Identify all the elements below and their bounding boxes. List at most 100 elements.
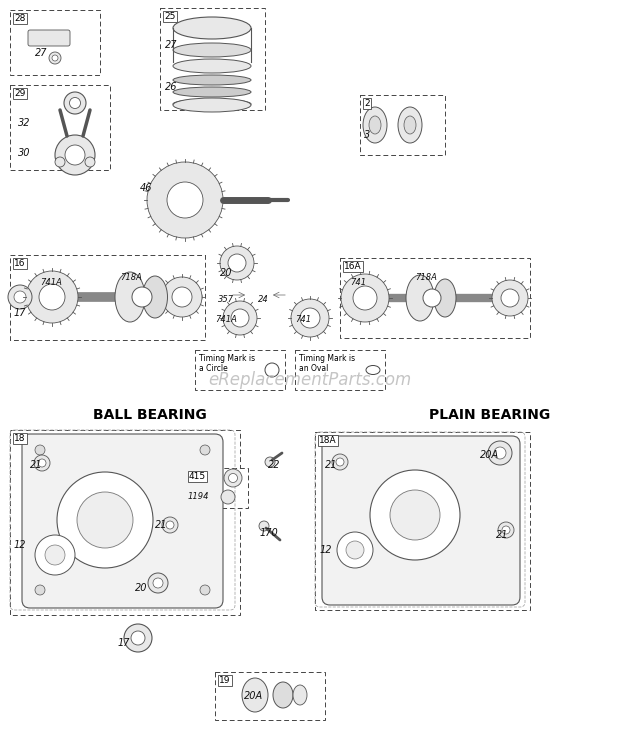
Bar: [315, 432, 530, 610]
Ellipse shape: [173, 98, 251, 112]
Circle shape: [221, 490, 235, 504]
Ellipse shape: [293, 685, 307, 705]
Circle shape: [26, 271, 78, 323]
Ellipse shape: [404, 116, 416, 134]
Circle shape: [64, 92, 86, 114]
Text: 2: 2: [364, 99, 370, 108]
Circle shape: [35, 445, 45, 455]
Circle shape: [346, 541, 364, 559]
Text: 27: 27: [165, 40, 177, 50]
Circle shape: [300, 308, 320, 328]
Bar: [195, 350, 285, 390]
FancyBboxPatch shape: [22, 434, 223, 608]
FancyBboxPatch shape: [322, 436, 520, 605]
Circle shape: [132, 287, 152, 307]
Text: PLAIN BEARING: PLAIN BEARING: [430, 408, 551, 422]
Text: 20: 20: [220, 268, 232, 278]
Circle shape: [55, 135, 95, 175]
Circle shape: [259, 521, 269, 531]
Ellipse shape: [173, 43, 251, 57]
Text: eReplacementParts.com: eReplacementParts.com: [208, 371, 412, 389]
Text: 19: 19: [219, 676, 231, 685]
Circle shape: [49, 52, 61, 64]
Text: 12: 12: [14, 540, 27, 550]
Circle shape: [131, 631, 145, 645]
Ellipse shape: [173, 75, 251, 85]
Circle shape: [390, 490, 440, 540]
Text: 415: 415: [189, 472, 206, 481]
Text: 3: 3: [364, 130, 370, 140]
Text: 46: 46: [140, 183, 153, 193]
Circle shape: [34, 455, 50, 471]
Text: 27: 27: [35, 48, 48, 58]
Circle shape: [501, 289, 519, 307]
Circle shape: [492, 280, 528, 316]
Text: 22: 22: [268, 460, 280, 470]
Bar: [160, 8, 265, 110]
Text: 18A: 18A: [319, 436, 337, 445]
Circle shape: [423, 289, 441, 307]
Circle shape: [148, 573, 168, 593]
Circle shape: [200, 585, 210, 595]
Circle shape: [38, 459, 46, 467]
Circle shape: [341, 274, 389, 322]
Circle shape: [502, 526, 510, 534]
Text: 170: 170: [260, 528, 279, 538]
Circle shape: [498, 522, 514, 538]
Circle shape: [353, 286, 377, 310]
Text: 24: 24: [258, 295, 268, 304]
Text: 12: 12: [320, 545, 332, 555]
Ellipse shape: [273, 682, 293, 708]
Bar: [185, 468, 248, 508]
Circle shape: [265, 457, 275, 467]
Circle shape: [52, 55, 58, 61]
Ellipse shape: [173, 17, 251, 39]
Bar: [10, 255, 205, 340]
Circle shape: [85, 157, 95, 167]
Bar: [10, 430, 240, 615]
Circle shape: [291, 299, 329, 337]
Circle shape: [162, 277, 202, 317]
Ellipse shape: [369, 116, 381, 134]
Text: 17: 17: [118, 638, 130, 648]
Circle shape: [65, 145, 85, 165]
Bar: [10, 85, 110, 170]
Text: 741A: 741A: [40, 278, 62, 287]
Ellipse shape: [398, 107, 422, 143]
FancyBboxPatch shape: [28, 30, 70, 46]
Text: 16: 16: [14, 259, 25, 268]
Text: 741A: 741A: [215, 315, 237, 324]
Text: BALL BEARING: BALL BEARING: [93, 408, 207, 422]
Circle shape: [35, 585, 45, 595]
Bar: [295, 350, 385, 390]
Circle shape: [166, 521, 174, 529]
Circle shape: [172, 287, 192, 307]
Circle shape: [337, 532, 373, 568]
Circle shape: [223, 301, 257, 335]
Ellipse shape: [115, 272, 145, 322]
Text: Timing Mark is
a Circle: Timing Mark is a Circle: [199, 354, 255, 373]
Circle shape: [167, 182, 203, 218]
Ellipse shape: [143, 276, 167, 318]
Text: 21: 21: [496, 530, 508, 540]
Text: 20: 20: [135, 583, 148, 593]
Text: 21: 21: [30, 460, 43, 470]
Circle shape: [162, 517, 178, 533]
Ellipse shape: [242, 678, 268, 712]
Circle shape: [494, 447, 506, 459]
Text: 25: 25: [164, 12, 175, 21]
Circle shape: [57, 472, 153, 568]
Circle shape: [77, 492, 133, 548]
Text: 17: 17: [14, 308, 27, 318]
Text: 30: 30: [18, 148, 30, 158]
Circle shape: [39, 284, 65, 310]
Text: 26: 26: [165, 82, 177, 92]
Circle shape: [370, 470, 460, 560]
Text: 718A: 718A: [415, 273, 437, 282]
Circle shape: [332, 454, 348, 470]
Text: 718A: 718A: [120, 273, 142, 282]
Text: 20A: 20A: [480, 450, 499, 460]
Circle shape: [488, 441, 512, 465]
Circle shape: [69, 97, 81, 109]
Circle shape: [55, 157, 65, 167]
